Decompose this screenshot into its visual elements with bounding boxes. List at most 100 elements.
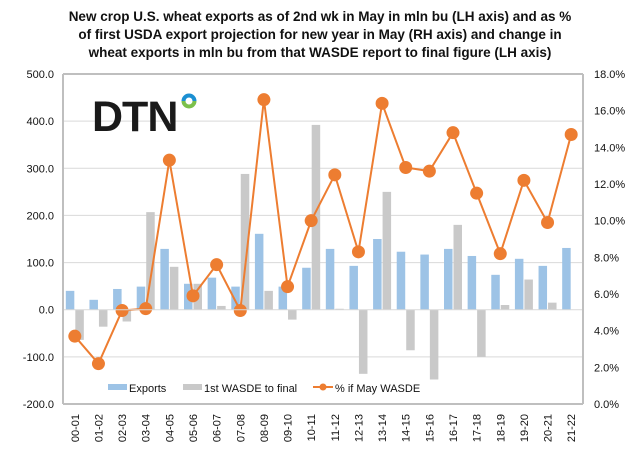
bar-exports (254, 233, 264, 310)
title-line-2: of first USDA export projection for new … (78, 27, 562, 42)
x-tick-label: 03-04 (141, 414, 153, 442)
y2-tick-label: 16.0% (594, 106, 625, 118)
bar-exports (467, 255, 477, 310)
bar-wasde-change (548, 302, 557, 310)
line-marker (257, 93, 271, 107)
line-marker (68, 329, 82, 343)
line-marker (446, 126, 460, 140)
bar-exports (278, 286, 288, 310)
line-marker (517, 173, 531, 187)
y2-tick-label: 8.0% (594, 252, 619, 264)
legend-swatch-marker (319, 383, 327, 391)
bar-exports (136, 286, 146, 310)
x-tick-label: 20-21 (543, 414, 555, 442)
bar-exports (396, 251, 406, 310)
legend-label-wasde-change: 1st WASDE to final (204, 383, 297, 395)
y2-tick-label: 2.0% (594, 362, 619, 374)
line-marker (470, 186, 484, 200)
axes (62, 73, 584, 405)
bar-exports (538, 265, 548, 310)
bar-exports (89, 299, 98, 310)
bar-wasde-change (453, 224, 462, 310)
y-tick-label: -200.0 (23, 399, 54, 411)
line-marker (493, 247, 507, 261)
line-pct-may-wasde (74, 99, 573, 366)
line-marker (162, 153, 176, 167)
bar-wasde-change (382, 191, 392, 310)
bar-exports (325, 248, 335, 310)
x-tick-label: 14-15 (401, 414, 413, 442)
x-tick-label: 10-11 (306, 414, 318, 441)
bar-exports (160, 248, 169, 310)
bar-wasde-change (75, 309, 84, 340)
bar-wasde-change (217, 305, 226, 310)
bar-exports (207, 277, 217, 310)
x-tick-label: 04-05 (164, 414, 176, 442)
y2-tick-label: 10.0% (594, 216, 625, 228)
bar-exports (65, 290, 75, 310)
line-marker (541, 216, 555, 229)
bar-exports (420, 254, 429, 310)
right-axis-ticks: 18.0% 16.0% 14.0% 12.0% 10.0% 8.0% 6.0% 4.0% 2.0… (594, 69, 625, 411)
line-marker (351, 245, 365, 259)
y2-tick-label: 14.0% (594, 142, 625, 154)
bar-exports (562, 247, 571, 310)
bar-wasde-change (288, 309, 297, 320)
line-marker (233, 304, 247, 317)
legend-label-pct: % if May WASDE (335, 383, 420, 395)
x-tick-label: 09-10 (283, 414, 295, 442)
y2-tick-label: 0.0% (594, 399, 619, 411)
legend: Exports 1st WASDE to final % if May WASDE (108, 383, 420, 395)
x-tick-label: 17-18 (472, 414, 484, 442)
y-tick-label: 100.0 (26, 258, 54, 270)
x-tick-label: 06-07 (212, 414, 224, 442)
x-tick-label: 19-20 (519, 414, 531, 442)
legend-swatch-wasde-change (183, 384, 202, 390)
y2-tick-label: 18.0% (594, 69, 625, 81)
bar-exports (514, 258, 524, 310)
y-tick-label: 300.0 (26, 163, 54, 175)
bar-exports (231, 286, 240, 310)
y-tick-label: 400.0 (26, 116, 54, 128)
legend-label-exports: Exports (129, 383, 167, 395)
x-tick-label: 07-08 (235, 414, 247, 442)
y-tick-label: 500.0 (26, 69, 54, 81)
bar-exports (113, 288, 122, 310)
y2-tick-label: 4.0% (594, 326, 619, 338)
y2-tick-label: 12.0% (594, 179, 625, 191)
line-marker (91, 357, 105, 371)
bar-exports (373, 239, 382, 310)
line-marker (115, 304, 129, 317)
line-marker (304, 214, 318, 228)
bar-wasde-change (429, 309, 439, 380)
legend-swatch-exports (108, 384, 127, 390)
x-tick-label: 01-02 (93, 414, 105, 442)
line-marker (564, 128, 578, 141)
bar-exports (302, 267, 311, 310)
dtn-logo: DTN (92, 93, 197, 141)
bar-wasde-change (358, 309, 368, 374)
x-tick-label: 12-13 (353, 414, 365, 442)
title-line-1: New crop U.S. wheat exports as of 2nd wk… (68, 9, 572, 24)
bar-exports (349, 265, 358, 310)
x-tick-label: 05-06 (188, 414, 200, 442)
bar-wasde-change (500, 305, 510, 310)
x-tick-label: 21-22 (566, 414, 578, 442)
y-tick-label: 200.0 (26, 210, 54, 222)
logo-text: DTN (92, 93, 177, 141)
chart-title: New crop U.S. wheat exports as of 2nd wk… (0, 8, 640, 62)
bar-wasde-change (406, 309, 415, 351)
x-tick-label: 16-17 (448, 414, 460, 442)
line-marker (328, 168, 342, 182)
bar-wasde-change (264, 290, 273, 310)
y-tick-label: -100.0 (23, 352, 54, 364)
line-series (68, 93, 578, 371)
bar-wasde-change (169, 266, 179, 310)
line-marker (139, 302, 153, 316)
bar-wasde-change (122, 309, 132, 322)
line-marker (375, 96, 389, 110)
logo-ring-icon (181, 93, 197, 109)
line-marker (281, 280, 295, 294)
bar-exports (444, 248, 453, 310)
